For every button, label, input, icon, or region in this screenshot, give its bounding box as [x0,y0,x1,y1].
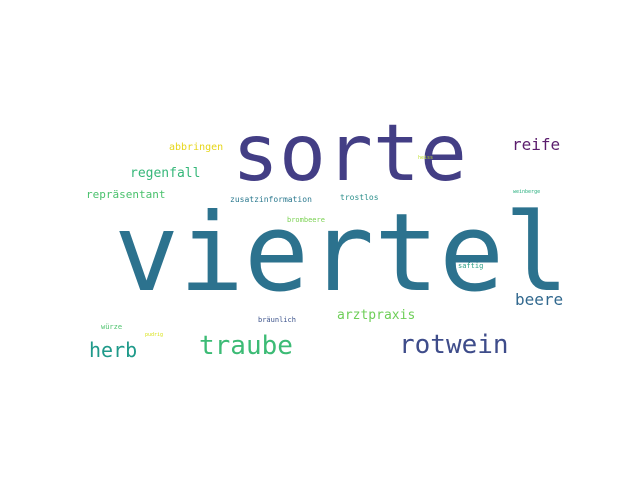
word-regenfall: regenfall [130,166,200,181]
word-viertel: viertel [114,191,569,316]
word-rotwein: rotwein [399,330,509,360]
word-arztpraxis: arztpraxis [337,308,415,323]
word-traube: traube [199,331,293,361]
word-braeunlich: bräunlich [258,316,296,324]
word-brombeere: brombeere [287,216,325,224]
word-zusatzinformation: zusatzinformation [230,195,312,204]
word-heiss: heiss [418,155,433,161]
word-sorte: sorte [232,109,467,199]
word-beere: beere [515,290,563,309]
word-wuerze: würze [101,323,122,331]
word-trostlos: trostlos [340,193,379,202]
word-weinberge: weinberge [513,189,540,195]
word-pudrig: pudrig [145,332,163,338]
word-reife: reife [512,135,560,154]
word-repraesentant: repräsentant [86,188,165,201]
word-abbringen: abbringen [169,142,223,153]
word-saftig: saftig [458,262,483,270]
word-herb: herb [89,338,137,362]
